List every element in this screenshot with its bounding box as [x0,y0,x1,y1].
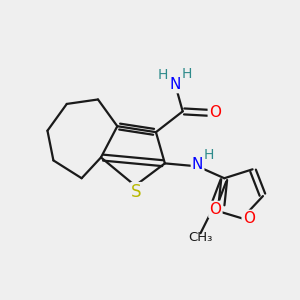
Text: O: O [243,211,255,226]
Text: S: S [131,183,142,201]
Text: CH₃: CH₃ [188,231,213,244]
Text: N: N [169,77,181,92]
Text: H: H [182,67,192,81]
Text: H: H [158,68,168,82]
Text: O: O [209,202,221,217]
Text: O: O [209,105,221,120]
Text: H: H [204,148,214,162]
Text: N: N [192,158,203,172]
